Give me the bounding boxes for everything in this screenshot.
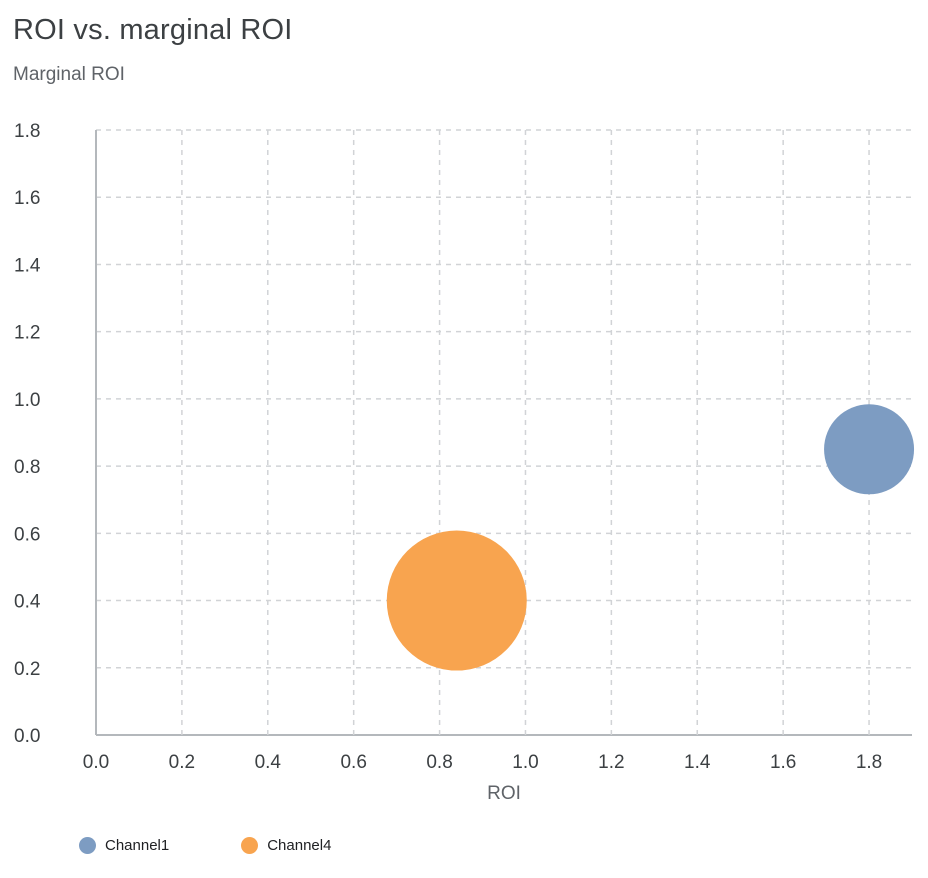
- legend-item-channel4[interactable]: Channel4: [241, 837, 331, 854]
- y-axis-title: Marginal ROI: [13, 64, 125, 85]
- bubble-channel1[interactable]: [824, 404, 915, 495]
- x-tick-label: 0.6: [340, 752, 366, 773]
- y-tick-label: 1.4: [14, 255, 41, 276]
- legend-swatch-icon: [79, 837, 96, 854]
- y-tick-label: 0.0: [14, 726, 40, 747]
- y-tick-label: 0.4: [14, 592, 41, 613]
- x-tick-label: 0.8: [426, 752, 452, 773]
- x-tick-label: 1.8: [856, 752, 882, 773]
- legend-label: Channel4: [267, 837, 332, 854]
- x-tick-label: 0.2: [169, 752, 195, 773]
- x-tick-label: 1.2: [598, 752, 624, 773]
- y-tick-label: 1.2: [14, 323, 40, 344]
- legend-label: Channel1: [105, 837, 170, 854]
- x-tick-label: 0.0: [83, 752, 109, 773]
- x-tick-label: 1.0: [512, 752, 538, 773]
- legend: Channel1 Channel4: [0, 809, 928, 854]
- y-tick-label: 0.8: [14, 457, 40, 478]
- y-tick-label: 1.8: [14, 121, 40, 142]
- x-tick-label: 1.6: [770, 752, 796, 773]
- bubble-channel4[interactable]: [386, 530, 527, 671]
- legend-swatch-icon: [241, 837, 259, 854]
- y-tick-label: 0.2: [14, 659, 40, 680]
- x-tick-label: 1.4: [684, 752, 711, 773]
- y-tick-label: 0.6: [14, 524, 40, 545]
- bubble-chart: 0.0 0.2 0.4 0.6 0.8 1.0 1.2 1.4 1.6 1.8 0.0 0.2 0.4 0…: [14, 121, 915, 804]
- y-tick-label: 1.0: [14, 390, 40, 411]
- x-tick-label: 0.4: [255, 752, 282, 773]
- chart-title: ROI vs. marginal ROI: [13, 14, 293, 46]
- y-tick-label: 1.6: [14, 188, 40, 209]
- legend-item-channel1[interactable]: Channel1: [79, 837, 169, 854]
- x-axis-title: ROI: [487, 783, 521, 804]
